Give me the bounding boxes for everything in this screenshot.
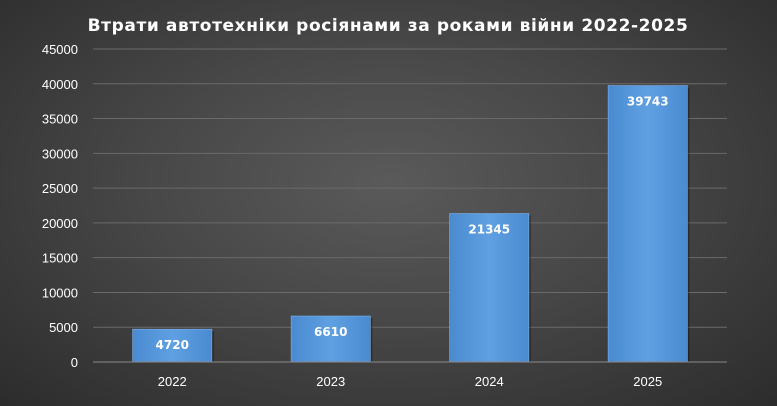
bar-2022 (132, 328, 213, 363)
bar-2025 (607, 85, 688, 363)
y-tick-label: 20000 (42, 216, 78, 231)
x-tick-label-2024: 2024 (475, 374, 504, 389)
bar-2024 (449, 213, 530, 363)
gridlines (93, 48, 727, 328)
data-label-2023: 6610 (314, 325, 347, 339)
bar-2023 (290, 315, 371, 363)
y-tick-label: 10000 (42, 285, 78, 300)
y-tick-label: 30000 (42, 146, 78, 161)
x-tick-label-2025: 2025 (633, 374, 662, 389)
x-axis: 2022 2023 2024 2025 (93, 361, 727, 389)
y-tick-label: 15000 (42, 251, 78, 266)
y-tick-label: 35000 (42, 112, 78, 127)
data-label-2024: 21345 (468, 223, 510, 237)
y-axis: 0 5000 10000 15000 20000 25000 30000 35000 40000… (42, 42, 78, 370)
x-tick-label-2022: 2022 (158, 374, 187, 389)
data-label-2025: 39743 (627, 95, 669, 109)
y-tick-label: 25000 (42, 181, 78, 196)
x-tick-label-2023: 2023 (316, 374, 345, 389)
chart-title: Втрати автотехніки росіянами за роками в… (88, 16, 689, 36)
y-tick-label: 45000 (42, 42, 78, 57)
y-tick-label: 5000 (49, 320, 78, 335)
y-tick-label: 0 (71, 355, 78, 370)
bars: 4720 6610 21345 39743 (132, 85, 690, 363)
y-tick-label: 40000 (42, 77, 78, 92)
data-label-2022: 4720 (156, 338, 189, 352)
